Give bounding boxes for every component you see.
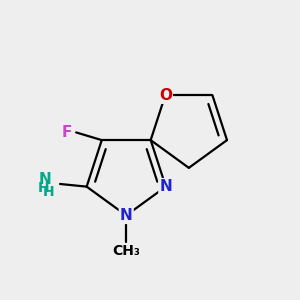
- Text: F: F: [62, 124, 73, 140]
- Text: O: O: [159, 88, 172, 103]
- Text: CH₃: CH₃: [112, 244, 140, 258]
- Text: N: N: [39, 172, 52, 187]
- Text: N: N: [159, 179, 172, 194]
- Text: H: H: [42, 185, 54, 199]
- Text: N: N: [120, 208, 133, 223]
- Text: H: H: [38, 181, 50, 195]
